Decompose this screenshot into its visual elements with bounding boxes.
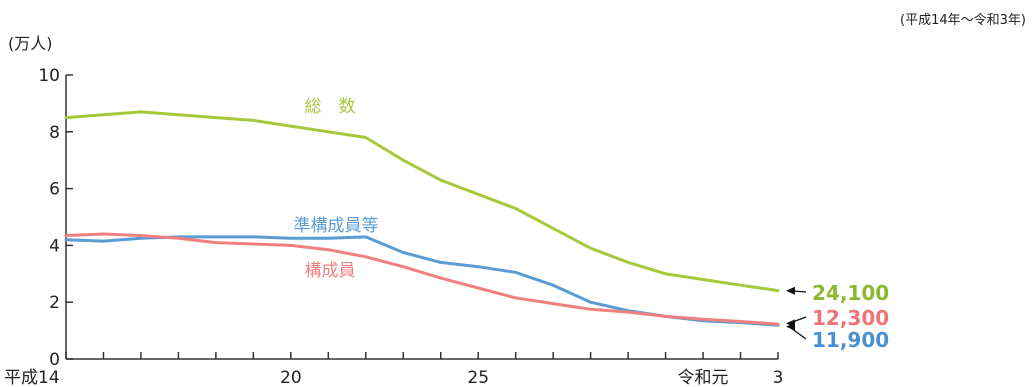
y-axis-unit-label: (万人) [8, 34, 53, 53]
end-value-label: 12,300 [812, 306, 889, 330]
series-line [64, 232, 780, 326]
period-note: (平成14年～令和3年) [900, 13, 1026, 28]
series-line [64, 235, 780, 327]
y-tick-label: 6 [49, 180, 60, 200]
pointer-arrow-head [786, 286, 795, 295]
series-line [64, 110, 780, 293]
axes: 0 2 4 6 8 10 平成14 20 25 令和元 3 [4, 66, 783, 387]
series-lines [64, 110, 780, 327]
y-tick-label: 0 [49, 350, 60, 370]
series-name-label: 総 数 [305, 97, 356, 117]
end-value-label: 24,100 [812, 281, 889, 305]
series-name-label: 構成員 [305, 261, 356, 281]
y-tick-label: 8 [49, 123, 60, 143]
x-tick-label: 令和元 [678, 368, 729, 387]
x-tick-label: 20 [280, 368, 302, 387]
y-tick-label: 10 [38, 66, 60, 86]
x-tick-label: 3 [773, 368, 784, 387]
y-tick-label: 4 [49, 236, 60, 256]
series-name-label: 準構成員等 [294, 216, 379, 236]
x-tick-label: 平成14 [4, 368, 60, 387]
pointer-arrow-head [786, 322, 795, 331]
x-tick-label: 25 [467, 368, 489, 387]
y-tick-label: 2 [49, 293, 60, 313]
end-value-label: 11,900 [812, 328, 889, 352]
